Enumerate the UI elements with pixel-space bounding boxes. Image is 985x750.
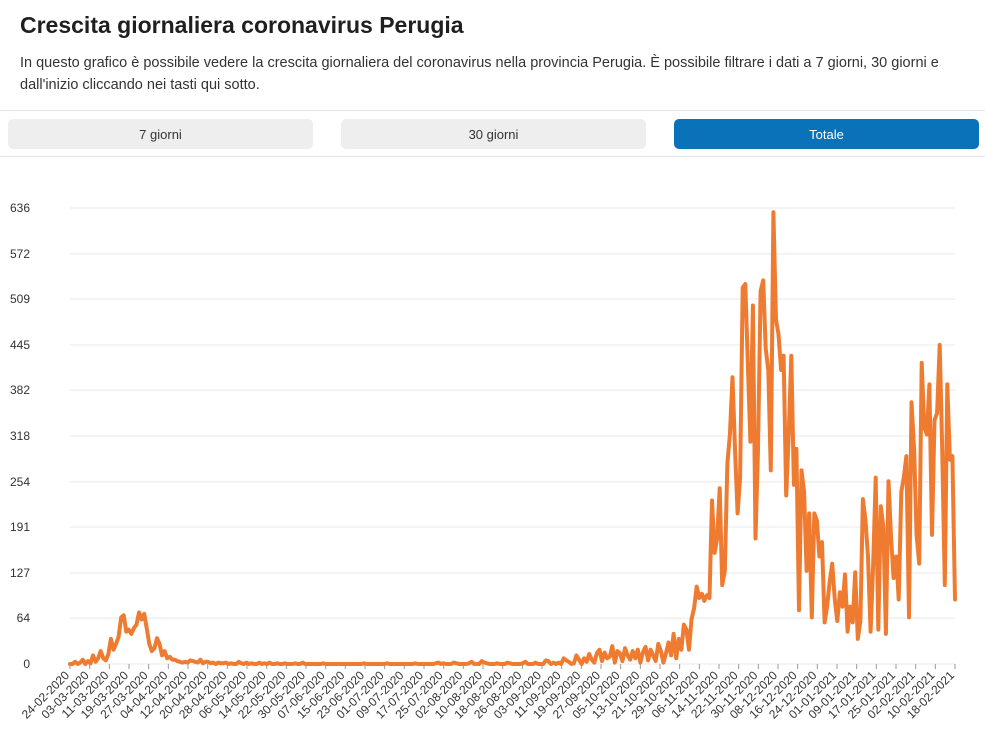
y-axis: 0 64 127 191 254 318 382 445 509 572 636	[10, 201, 30, 671]
grid-lines	[70, 207, 955, 665]
y-tick-label: 509	[10, 292, 30, 306]
y-tick-label: 254	[10, 475, 30, 489]
page-title: Crescita giornaliera coronavirus Perugia	[20, 12, 464, 38]
page-description: In questo grafico è possibile vedere la …	[20, 55, 939, 93]
y-tick-label: 127	[10, 566, 30, 580]
filter-divider-bottom	[0, 156, 985, 157]
y-tick-label: 318	[10, 429, 30, 443]
y-tick-label: 445	[10, 338, 30, 352]
series-line-crescita-giornaliera	[68, 210, 957, 666]
y-tick-label: 572	[10, 247, 30, 261]
y-tick-label: 64	[17, 611, 31, 625]
filter-divider-top	[0, 110, 985, 111]
y-tick-label: 191	[10, 520, 30, 534]
filter-7-days-button[interactable]: 7 giorni	[8, 119, 313, 149]
daily-growth-chart: 0 64 127 191 254 318 382 445 509 572 636 24-02-202…	[10, 201, 957, 722]
filter-30-days-button[interactable]: 30 giorni	[341, 119, 646, 149]
plot-area	[68, 210, 957, 666]
y-tick-label: 382	[10, 383, 30, 397]
x-axis: 24-02-202003-03-202011-03-202019-03-2020…	[19, 664, 957, 722]
filter-total-button[interactable]: Totale	[674, 119, 979, 149]
y-tick-label: 0	[23, 657, 30, 671]
y-tick-label: 636	[10, 201, 30, 215]
